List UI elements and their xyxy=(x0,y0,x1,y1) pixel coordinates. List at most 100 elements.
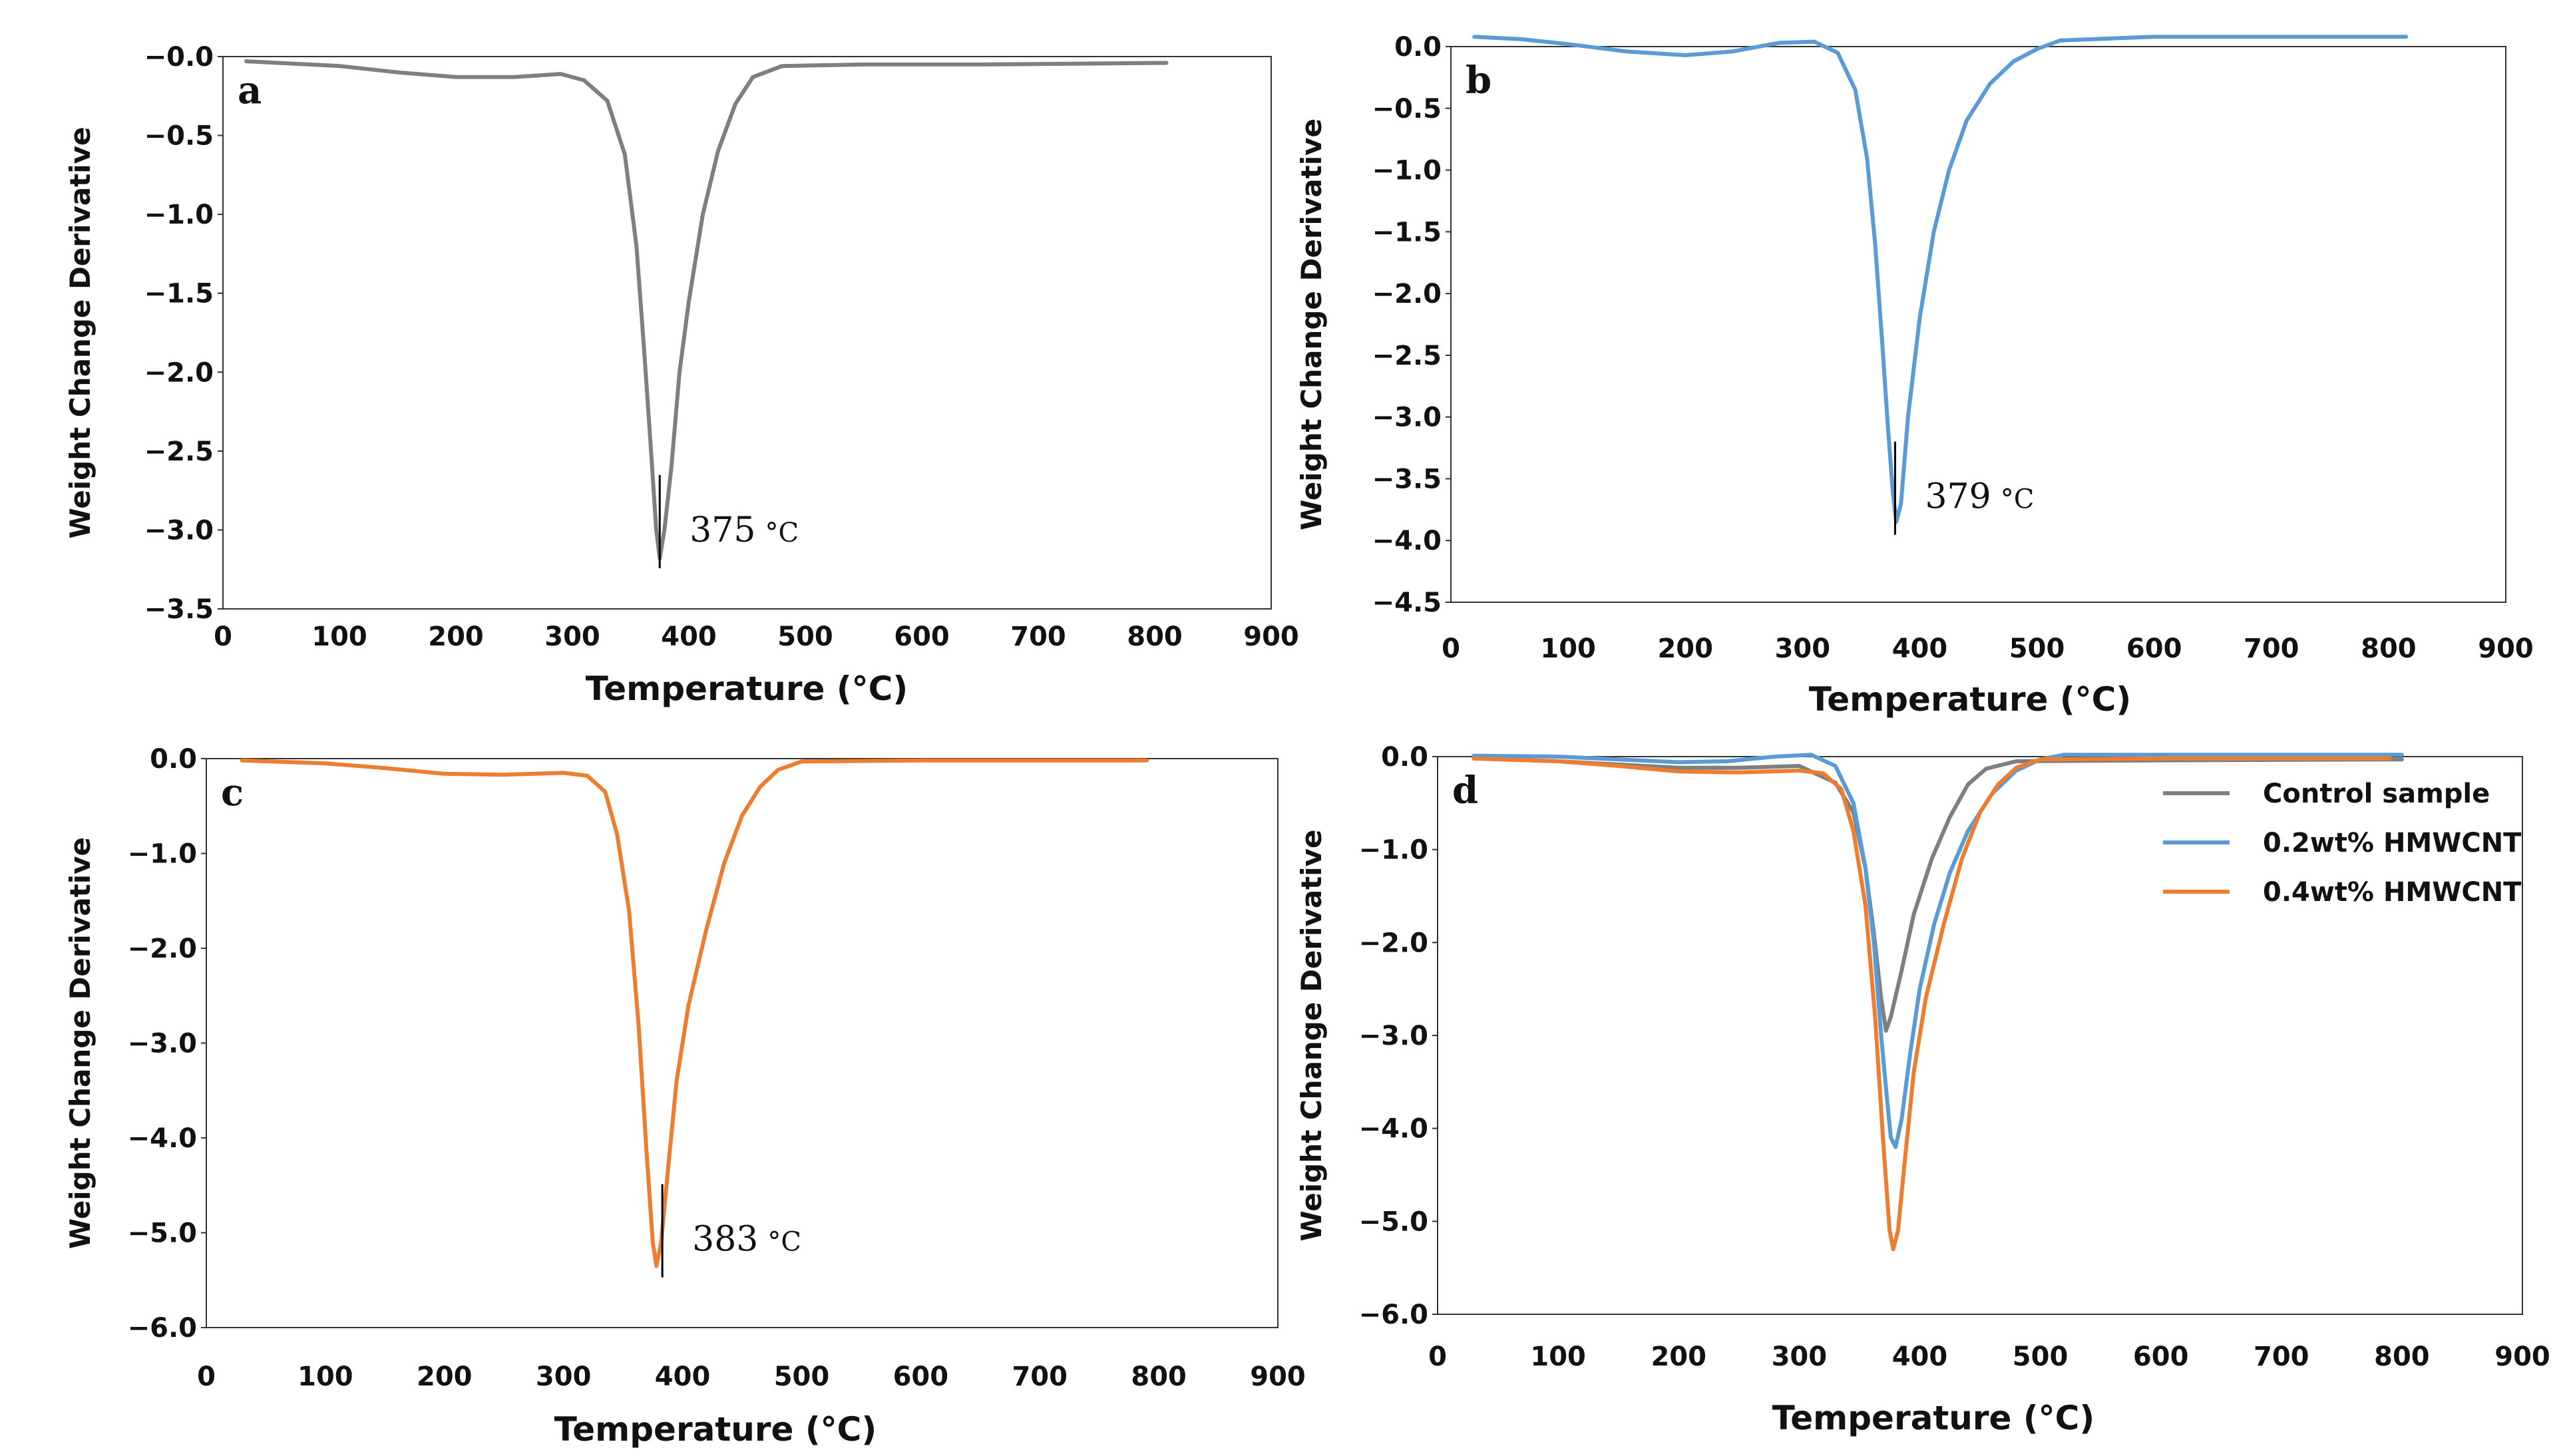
plot-area-frame xyxy=(1450,46,2506,603)
y-tick-label: −1.0 xyxy=(144,200,214,230)
y-tick-label: −5.0 xyxy=(1359,1206,1428,1237)
x-tick-label: 500 xyxy=(2013,1342,2069,1372)
x-tick-label: 200 xyxy=(417,1362,473,1392)
y-tick-label: −0.5 xyxy=(1372,94,1442,124)
y-tick-label: −3.0 xyxy=(1372,403,1442,433)
x-tick-label: 200 xyxy=(428,622,484,652)
y-tick-label: −4.0 xyxy=(1372,526,1442,556)
x-tick-label: 400 xyxy=(1892,1342,1948,1372)
y-axis-title: Weight Change Derivative xyxy=(64,126,97,538)
legend-label: 0.4wt% HMWCNT xyxy=(2263,877,2522,908)
y-tick-label: −4.5 xyxy=(1372,588,1442,618)
peak-temperature-value: 383 xyxy=(692,1220,758,1260)
peak-temperature-value: 379 xyxy=(1925,477,1991,517)
y-tick-label: −3.5 xyxy=(144,594,214,625)
legend-label: Control sample xyxy=(2263,779,2490,809)
panel-letter: b xyxy=(1466,59,1491,102)
plot-area-frame xyxy=(222,56,1272,610)
x-tick-label: 700 xyxy=(1010,622,1066,652)
y-tick-label: −5.0 xyxy=(128,1218,197,1249)
y-tick-label: −2.0 xyxy=(128,934,197,964)
x-tick-label: 200 xyxy=(1651,1342,1706,1372)
x-tick-label: 200 xyxy=(1657,634,1713,664)
panel-letter: d xyxy=(1452,769,1478,813)
y-tick-label: 0.0 xyxy=(1394,32,1442,63)
peak-temperature-annotation: 379 °C xyxy=(1925,477,2034,517)
x-tick-label: 400 xyxy=(655,1362,711,1392)
y-tick-label: −1.0 xyxy=(1372,156,1442,186)
y-tick-label: −2.0 xyxy=(144,357,214,388)
x-tick-label: 500 xyxy=(774,1362,830,1392)
y-tick-label: −1.5 xyxy=(1372,217,1442,248)
y-tick-label: −2.0 xyxy=(1359,928,1428,958)
y-tick-label: −4.0 xyxy=(1359,1114,1428,1145)
x-axis-title: Temperature (°C) xyxy=(554,1410,877,1449)
panel-c: 0.0 −1.0 −2.0 −3.0 −4.0 −5.0 −6.00 100 200 300 400… xyxy=(64,744,1306,1449)
y-tick-label: −4.0 xyxy=(128,1123,197,1154)
x-tick-label: 0 xyxy=(214,622,232,652)
y-tick-label: −0.0 xyxy=(144,42,214,73)
x-tick-label: 300 xyxy=(1772,1342,1828,1372)
y-tick-label: −3.5 xyxy=(1372,464,1442,494)
x-tick-label: 600 xyxy=(894,622,950,652)
y-axis-title: Weight Change Derivative xyxy=(1295,118,1328,530)
y-tick-label: −3.0 xyxy=(144,515,214,546)
x-tick-label: 900 xyxy=(2478,634,2534,664)
x-tick-label: 0 xyxy=(1442,634,1460,664)
peak-temperature-unit: °C xyxy=(2001,484,2035,515)
peak-temperature-unit: °C xyxy=(765,518,799,548)
x-tick-label: 700 xyxy=(2244,634,2299,664)
series-line-1 xyxy=(1472,35,2409,524)
x-tick-label: 600 xyxy=(2126,634,2182,664)
peak-temperature-value: 375 xyxy=(690,510,755,550)
y-tick-label: −1.0 xyxy=(128,839,197,870)
panel-letter: c xyxy=(221,771,244,815)
x-tick-label: 700 xyxy=(1012,1362,1068,1392)
y-tick-label: −2.5 xyxy=(1372,341,1442,371)
x-tick-label: 100 xyxy=(311,622,367,652)
x-tick-label: 0 xyxy=(197,1362,216,1392)
y-tick-label: −6.0 xyxy=(128,1313,197,1344)
x-tick-label: 500 xyxy=(777,622,833,652)
y-tick-label: −3.0 xyxy=(128,1029,197,1059)
y-tick-label: 0.0 xyxy=(150,744,197,775)
y-tick-label: −1.0 xyxy=(1359,835,1428,866)
x-tick-label: 600 xyxy=(2133,1342,2189,1372)
series-line-3 xyxy=(1472,756,2392,1252)
y-tick-label: 0.0 xyxy=(1381,742,1428,773)
y-tick-label: −1.5 xyxy=(144,279,214,309)
y-tick-label: −6.0 xyxy=(1359,1300,1428,1330)
panel-a: −0.0 −0.5 −1.0 −1.5 −2.0 −2.5 −3.0 −3.50 100 200 3… xyxy=(64,42,1299,708)
peak-temperature-unit: °C xyxy=(767,1227,801,1258)
x-axis-title: Temperature (°C) xyxy=(1809,680,2131,719)
peak-temperature-annotation: 383 °C xyxy=(692,1220,801,1260)
panel-letter: a xyxy=(238,69,262,112)
x-tick-label: 500 xyxy=(2009,634,2065,664)
peak-temperature-annotation: 375 °C xyxy=(690,510,799,550)
x-tick-label: 100 xyxy=(1530,1342,1586,1372)
x-tick-label: 800 xyxy=(2374,1342,2430,1372)
y-tick-label: −3.0 xyxy=(1359,1021,1428,1051)
x-tick-label: 400 xyxy=(1892,634,1948,664)
x-tick-label: 100 xyxy=(1540,634,1596,664)
x-tick-label: 800 xyxy=(2361,634,2417,664)
x-tick-label: 900 xyxy=(2494,1342,2550,1372)
x-axis-title: Temperature (°C) xyxy=(586,669,908,708)
x-tick-label: 400 xyxy=(661,622,717,652)
series-line-1 xyxy=(240,758,1149,1268)
x-axis-title: Temperature (°C) xyxy=(1772,1399,2094,1437)
x-tick-label: 900 xyxy=(1250,1362,1306,1392)
x-tick-label: 800 xyxy=(1127,622,1183,652)
y-axis-title: Weight Change Derivative xyxy=(64,837,97,1249)
y-tick-label: −2.5 xyxy=(144,437,214,467)
y-tick-label: −0.5 xyxy=(144,121,214,152)
x-tick-label: 300 xyxy=(544,622,600,652)
panel-d: 0.0 −1.0 −2.0 −3.0 −4.0 −5.0 −6.00 100 200 300 400… xyxy=(1295,742,2550,1437)
series-line-1 xyxy=(244,59,1169,561)
y-tick-label: −2.0 xyxy=(1372,279,1442,309)
x-tick-label: 300 xyxy=(536,1362,592,1392)
x-tick-label: 100 xyxy=(297,1362,353,1392)
x-tick-label: 600 xyxy=(893,1362,949,1392)
